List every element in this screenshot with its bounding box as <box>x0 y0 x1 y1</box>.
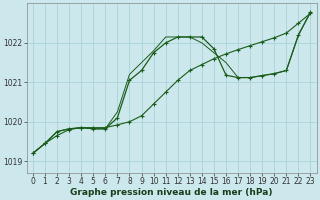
X-axis label: Graphe pression niveau de la mer (hPa): Graphe pression niveau de la mer (hPa) <box>70 188 273 197</box>
